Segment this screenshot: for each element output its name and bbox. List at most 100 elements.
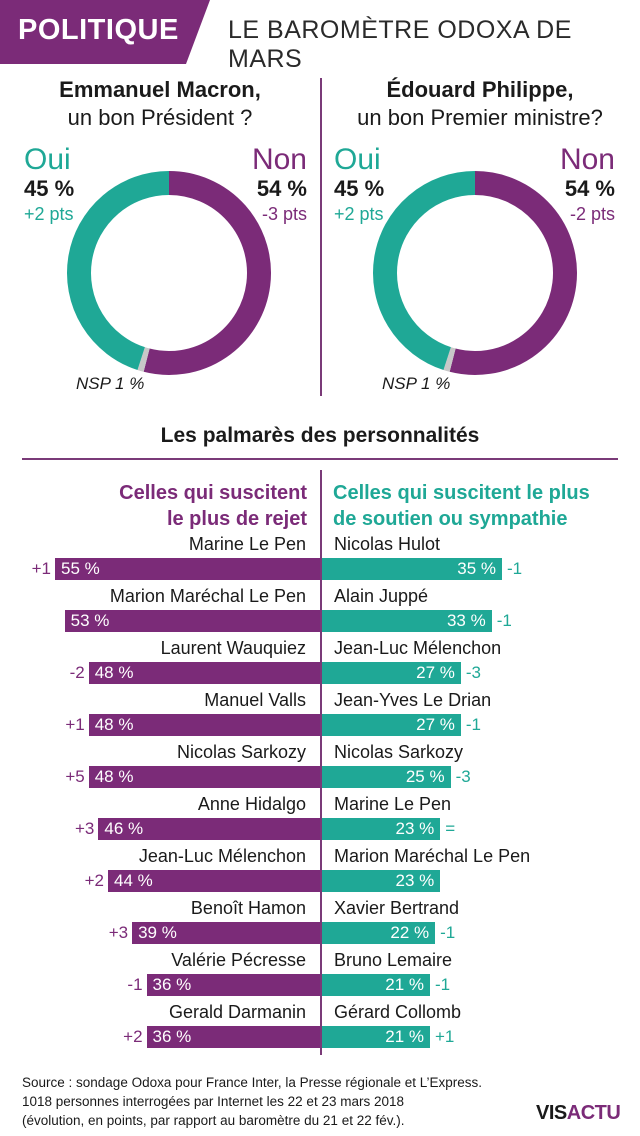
rejet-value: 55 %: [61, 559, 100, 578]
rejet-change: +1: [31, 559, 51, 578]
soutien-change: +1: [435, 1027, 455, 1046]
section-tag-label: POLITIQUE: [18, 14, 179, 46]
rejet-change: +3: [74, 819, 95, 838]
soutien-name: Marion Maréchal Le Pen: [334, 846, 531, 866]
rejet-bar: [146, 1026, 320, 1048]
yes-label: Oui: [24, 143, 71, 176]
soutien-name: Nicolas Sarkozy: [334, 742, 464, 762]
center-axis: [320, 470, 322, 1055]
section-heading: Les palmarès des personnalités: [160, 424, 480, 447]
nsp-label: NSP 1 %: [76, 374, 145, 393]
yes-change: +2 pts: [334, 204, 384, 224]
soutien-bar: [322, 558, 502, 580]
rejet-name: Benoît Hamon: [190, 898, 306, 918]
soutien-change: -1: [435, 975, 451, 994]
soutien-heading: Celles qui suscitent le plus de soutien …: [333, 480, 623, 532]
no-change: -2 pts: [569, 204, 615, 224]
no-label: Non: [251, 143, 307, 176]
nsp-label: NSP 1 %: [382, 374, 451, 393]
page-title: LE BAROMÈTRE ODOXA DE MARS: [228, 16, 572, 73]
rejet-change: +1: [65, 715, 85, 734]
rejet-name: Marion Maréchal Le Pen: [109, 586, 306, 606]
source-note: Source : sondage Odoxa pour France Inter…: [22, 1073, 582, 1130]
rejet-name: Valérie Pécresse: [171, 950, 306, 970]
no-change: -3 pts: [261, 204, 307, 224]
soutien-heading-line1: Celles qui suscitent le plus: [333, 482, 590, 504]
source-line-2: 1018 personnes interrogées par Internet …: [22, 1094, 404, 1109]
soutien-bar: [322, 610, 492, 632]
soutien-bar: [322, 922, 436, 944]
rejet-name: Marine Le Pen: [188, 534, 306, 554]
soutien-change: =: [445, 819, 456, 838]
rejet-value: 48 %: [94, 715, 134, 734]
soutien-value: 21 %: [385, 975, 424, 994]
soutien-bar: [322, 714, 461, 736]
soutien-value: 35 %: [457, 559, 496, 578]
question-text: un bon Premier ministre?: [357, 105, 603, 130]
logo-part-1: VIS: [536, 1102, 567, 1124]
rejet-bar: [132, 922, 320, 944]
rejet-change: -2: [69, 663, 85, 682]
soutien-bar: [322, 662, 461, 684]
donut-slice-oui: [67, 171, 170, 371]
source-line-3: (évolution, en points, par rapport au ba…: [22, 1113, 405, 1128]
soutien-change: -1: [496, 611, 512, 630]
rejet-value: 48 %: [94, 767, 134, 786]
soutien-value: 22 %: [390, 923, 430, 942]
rejet-value: 39 %: [138, 923, 177, 942]
donut-slice-nsp: [137, 347, 150, 372]
rejet-value: 36 %: [152, 975, 192, 994]
visactu-logo: VISACTU: [536, 1102, 621, 1125]
donut-slice-oui: [373, 171, 476, 371]
rejet-heading: Celles qui suscitent le plus de rejet: [27, 480, 307, 532]
rejet-name: Anne Hidalgo: [197, 794, 306, 814]
rejet-bar: [146, 974, 320, 996]
rejet-heading-line1: Celles qui suscitent: [119, 482, 307, 504]
soutien-change: -3: [465, 663, 481, 682]
section-tag: POLITIQUE: [0, 0, 210, 64]
rejet-value: 48 %: [94, 663, 134, 682]
rejet-value: 53 %: [70, 611, 110, 630]
no-percent: 54 %: [564, 176, 615, 201]
soutien-value: 27 %: [416, 663, 455, 682]
rejet-heading-line2: le plus de rejet: [166, 508, 307, 530]
soutien-name: Alain Juppé: [334, 586, 429, 606]
no-percent: 54 %: [256, 176, 307, 201]
soutien-bar: [322, 1026, 430, 1048]
donut-slice-non: [143, 171, 271, 375]
soutien-name: Nicolas Hulot: [334, 534, 441, 554]
rejet-bar: [88, 766, 320, 788]
column-divider: [320, 78, 322, 396]
yes-percent: 45 %: [24, 176, 75, 201]
soutien-heading-line2: de soutien ou sympathie: [333, 508, 568, 530]
donut-question-macron: Emmanuel Macron, un bon Président ?: [0, 76, 320, 132]
source-line-1: Source : sondage Odoxa pour France Inter…: [22, 1075, 483, 1090]
yes-label: Oui: [334, 143, 381, 176]
section-tag-background: [0, 0, 210, 64]
rejet-bar: [55, 558, 320, 580]
soutien-value: 27 %: [416, 715, 455, 734]
yes-percent: 45 %: [334, 176, 385, 201]
soutien-value: 33 %: [446, 611, 486, 630]
soutien-change: -1: [507, 559, 523, 578]
rejet-name: Laurent Wauquiez: [160, 638, 306, 658]
soutien-change: -1: [465, 715, 481, 734]
rejet-change: +3: [108, 923, 129, 942]
soutien-name: Marine Le Pen: [334, 794, 452, 814]
soutien-value: 23 %: [395, 819, 435, 838]
rejet-bar: [108, 870, 320, 892]
donut-chart-macron: [67, 171, 271, 375]
rejet-name: Jean-Luc Mélenchon: [138, 846, 306, 866]
rejet-name: Manuel Valls: [204, 690, 306, 710]
soutien-bar: [322, 974, 430, 996]
no-label: Non: [559, 143, 615, 176]
donut-chart-philippe: [373, 171, 577, 375]
question-name: Emmanuel Macron,: [59, 77, 261, 102]
rejet-name: Gerald Darmanin: [168, 1002, 306, 1022]
rejet-change: +2: [123, 1027, 143, 1046]
soutien-value: 25 %: [405, 767, 445, 786]
rejet-bar: [88, 662, 320, 684]
donut-slice-non: [449, 171, 577, 375]
rejet-name: Nicolas Sarkozy: [176, 742, 306, 762]
rejet-bar: [98, 818, 320, 840]
